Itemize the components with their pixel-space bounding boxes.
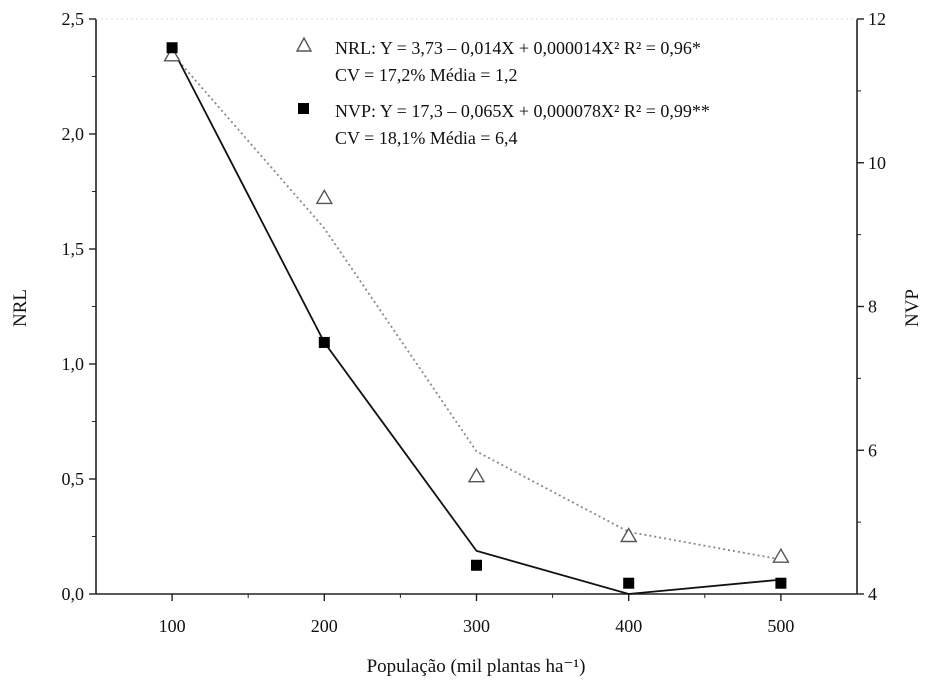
data-point-nvp [623,577,635,589]
series-lines [171,47,782,595]
series-line-nvp [171,47,781,595]
data-point-nrl [619,527,638,543]
right-axis-tick-labels: 4 6 8 10 12 [868,9,886,604]
legend-nrl-stats: CV = 17,2% Média = 1,2 [335,65,517,85]
y-right-tick-label: 12 [868,9,886,29]
x-tick-label: 100 [159,616,186,636]
data-point-nrl [163,46,181,62]
x-tick-label: 200 [311,616,338,636]
data-point-nvp [166,42,178,54]
y-right-tick-label: 10 [868,153,886,173]
legend: NRL: Y = 3,73 – 0,014X + 0,000014X² R² =… [295,36,710,148]
data-point-nrl [772,547,790,563]
y-left-tick-label: 1,0 [62,354,85,374]
y-left-tick-label: 2,5 [62,9,85,29]
legend-nrl-equation: NRL: Y = 3,73 – 0,014X + 0,000014X² R² =… [335,38,701,58]
x-axis-title: População (mil plantas ha⁻¹) [367,656,586,677]
legend-nvp-marker [298,103,309,114]
y-right-tick-label: 6 [868,440,877,460]
data-point-nvp [775,577,787,589]
y-right-tick-label: 4 [868,584,877,604]
legend-nvp-stats: CV = 18,1% Média = 6,4 [335,128,517,148]
x-axis-tick-labels: 100 200 300 400 500 [159,616,795,636]
y-left-axis-title: NRL [10,289,31,327]
data-point-nvp [318,336,330,348]
series-line-nrl [171,52,782,561]
y-left-tick-label: 0,0 [62,584,85,604]
x-tick-label: 300 [463,616,490,636]
series-markers [163,42,790,589]
y-left-tick-label: 0,5 [62,469,85,489]
y-left-tick-label: 1,5 [62,239,85,259]
data-point-nrl [467,467,486,483]
legend-nrl-marker [295,36,313,52]
data-point-nvp [471,559,482,571]
x-tick-label: 500 [767,616,794,636]
y-left-tick-label: 2,0 [62,124,85,144]
y-right-tick-label: 8 [868,297,877,317]
tick-marks [89,18,864,601]
x-tick-label: 400 [615,616,642,636]
y-right-axis-title: NVP [902,289,923,327]
legend-nvp-equation: NVP: Y = 17,3 – 0,065X + 0,000078X² R² =… [335,101,710,121]
data-point-nrl [315,188,334,205]
left-axis-tick-labels: 0,0 0,5 1,0 1,5 2,0 2,5 [62,9,85,604]
